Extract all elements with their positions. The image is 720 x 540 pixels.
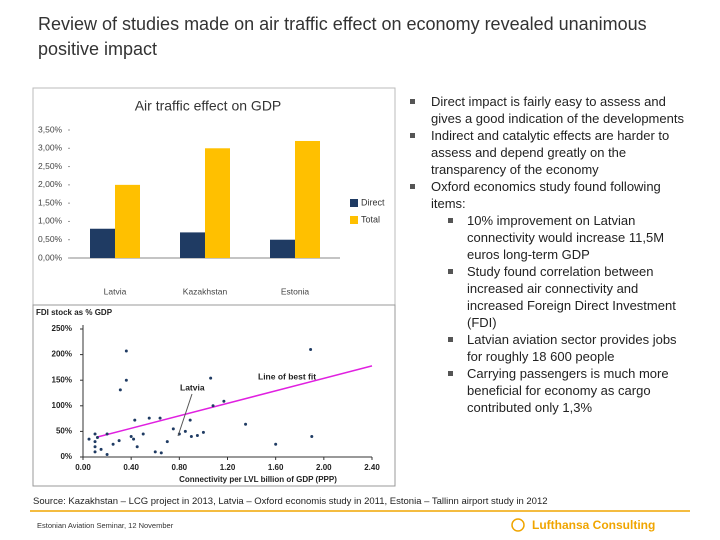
x-tick-label: 0.40 [123,463,139,472]
bar [115,184,140,258]
point [183,429,187,433]
point [222,399,226,403]
legend-swatch [350,216,358,224]
y-tick-label: 250% [52,324,72,333]
point [129,435,133,439]
point [95,436,99,440]
point [165,440,169,444]
point [93,450,97,454]
y-tick-label: 2,00% [38,179,63,189]
point [111,442,115,446]
logo-icon [511,518,525,532]
y-tick-label: 3,50% [38,124,63,134]
slide-title: Review of studies made on air traffic ef… [38,14,647,59]
point [195,433,199,437]
sub-bullet: Latvian aviation sector provides jobs fo… [448,331,690,365]
bullet: Direct impact is fairly easy to assess a… [410,93,690,127]
x-tick-label: Estonia [281,286,310,296]
bullet: Indirect and catalytic effects are harde… [410,127,690,178]
bullet-list: Direct impact is fairly easy to assess a… [410,93,690,416]
point [132,437,136,441]
point [99,447,103,451]
legend-label: Total [361,214,380,224]
bar [295,140,320,258]
point [211,404,215,408]
point [135,445,139,449]
point [189,435,193,439]
chart-frame [32,304,396,487]
point [93,440,97,444]
x-axis-label: Connectivity per LVL billion of GDP (PPP… [179,475,337,484]
y-tick-label: 100% [52,401,72,410]
point [188,418,192,422]
y-tick-label: 0,00% [38,252,63,262]
best-fit-line [97,365,373,438]
legend-swatch [350,199,358,207]
point [117,439,121,443]
y-tick-label: 0,50% [38,234,63,244]
point [124,349,128,353]
chart-title: FDI stock as % GDP [36,308,113,317]
y-tick-label: 200% [52,350,72,359]
point [158,416,162,420]
point [209,376,213,380]
legend-label: Direct [361,197,385,207]
bar [205,148,230,258]
point [118,388,122,392]
point [141,432,145,436]
bar [90,228,115,258]
y-tick-label: 3,00% [38,143,63,153]
sub-bullet: 10% improvement on Latvian connectivity … [448,212,690,263]
point [105,452,109,456]
bullet: Oxford economics study found following i… [410,178,690,212]
annotation-arrow [177,393,193,437]
y-tick-label: 0% [60,452,72,461]
x-tick-label: Latvia [104,286,127,296]
footer: Estonian Aviation Seminar, 12 November [37,521,174,530]
point [93,445,97,449]
point [309,347,313,351]
point [133,418,137,422]
x-tick-label: 2.40 [364,463,380,472]
x-tick-label: Kazakhstan [183,286,228,296]
annotation: Latvia [180,382,205,392]
bar [270,239,295,258]
x-tick-label: 0.80 [172,463,188,472]
point [159,451,163,455]
x-tick-label: 0.00 [75,463,91,472]
sub-bullet: Study found correlation between increase… [448,263,690,331]
point [147,416,151,420]
chart-title: Air traffic effect on GDP [135,98,282,114]
x-tick-label: 2.00 [316,463,332,472]
point [171,427,175,431]
point [105,432,109,436]
x-tick-label: 1.60 [268,463,284,472]
y-tick-label: 1,50% [38,197,63,207]
x-tick-label: 1.20 [220,463,236,472]
logo-text: Lufthansa Consulting [532,518,656,532]
y-tick-label: 2,50% [38,161,63,171]
sub-bullet: Carrying passengers is much more benefic… [448,365,690,416]
y-tick-label: 150% [52,375,72,384]
point [201,430,205,434]
y-tick-label: 50% [56,427,72,436]
point [274,442,278,446]
point [244,422,248,426]
point [87,437,91,441]
point [124,378,128,382]
point [93,432,97,436]
point [153,450,157,454]
best-fit-label: Line of best fit [258,371,316,381]
bar [180,232,205,258]
source: Source: Kazakhstan – LCG project in 2013… [33,496,548,507]
y-tick-label: 1,00% [38,216,63,226]
point [310,435,314,439]
